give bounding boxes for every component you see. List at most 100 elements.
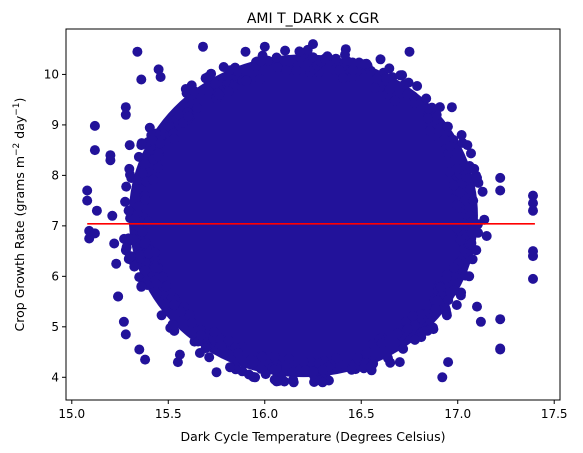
scatter-point xyxy=(140,354,151,365)
scatter-point xyxy=(150,262,161,273)
y-axis: 4 5 6 7 8 9 10 xyxy=(44,67,66,384)
scatter-point xyxy=(475,316,486,327)
scatter-cloud xyxy=(119,44,490,387)
scatter-point xyxy=(124,140,135,151)
y-axis-label-end: ) xyxy=(12,98,27,103)
scatter-point xyxy=(428,322,438,333)
scatter-point xyxy=(479,214,490,225)
scatter-point xyxy=(118,316,129,327)
scatter-point xyxy=(82,185,93,196)
scatter-point xyxy=(91,205,102,216)
scatter-point xyxy=(137,168,148,179)
scatter-point xyxy=(398,343,409,354)
scatter-point xyxy=(269,364,280,375)
scatter-point xyxy=(155,72,166,82)
scatter-point xyxy=(196,330,206,341)
scatter-point xyxy=(442,269,452,280)
scatter-point xyxy=(168,320,179,331)
scatter-point xyxy=(528,190,538,201)
scatter-point xyxy=(223,86,234,97)
x-tick-label: 15.0 xyxy=(58,407,85,421)
scatter-point xyxy=(432,295,443,306)
scatter-point xyxy=(308,39,318,50)
scatter-point xyxy=(147,135,158,146)
scatter-point xyxy=(444,166,455,177)
scatter-point xyxy=(257,351,268,362)
scatter-point xyxy=(383,353,393,364)
scatter-point xyxy=(330,53,341,64)
scatter-point xyxy=(465,184,475,195)
scatter-point xyxy=(82,195,93,206)
scatter-point xyxy=(481,231,492,241)
scatter-point xyxy=(495,343,506,354)
scatter-point xyxy=(107,210,118,221)
scatter-point xyxy=(120,102,131,113)
scatter-point xyxy=(148,174,159,185)
scatter-point xyxy=(477,186,488,197)
scatter-point xyxy=(120,109,131,120)
scatter-point xyxy=(129,261,140,272)
scatter-point xyxy=(434,102,445,113)
y-tick-label: 6 xyxy=(51,269,59,283)
scatter-point xyxy=(89,145,100,156)
scatter-point xyxy=(153,162,163,173)
scatter-point xyxy=(284,56,295,67)
scatter-point xyxy=(305,356,316,367)
scatter-point xyxy=(381,73,392,84)
scatter-point xyxy=(455,187,465,198)
scatter-point xyxy=(123,233,134,244)
scatter-point xyxy=(89,228,100,239)
scatter-point xyxy=(365,362,376,373)
scatter-point xyxy=(394,357,405,368)
scatter-point xyxy=(192,102,203,113)
scatter-point xyxy=(174,109,185,120)
scatter-point xyxy=(254,74,265,85)
scatter-point xyxy=(352,352,363,363)
scatter-point xyxy=(369,83,380,93)
scatter-point xyxy=(136,74,147,85)
scatter-point xyxy=(402,323,413,334)
scatter-point xyxy=(425,125,436,136)
y-tick-label: 9 xyxy=(51,118,59,132)
scatter-point xyxy=(124,252,135,263)
scatter-point xyxy=(140,265,150,276)
scatter-point xyxy=(129,214,140,224)
scatter-point xyxy=(132,184,143,195)
scatter-point xyxy=(172,357,183,368)
scatter-point xyxy=(402,89,413,100)
scatter-point xyxy=(186,317,197,328)
scatter-point xyxy=(259,41,270,52)
scatter-point xyxy=(143,248,154,259)
scatter-point xyxy=(442,121,453,132)
scatter-point xyxy=(467,254,478,265)
y-tick-label: 4 xyxy=(51,370,59,384)
scatter-point xyxy=(445,141,456,152)
scatter-point xyxy=(133,221,144,232)
y-axis-label: Crop Growth Rate (grams m−2 day−1) xyxy=(12,98,27,332)
scatter-point xyxy=(121,242,132,253)
scatter-point xyxy=(452,223,462,234)
scatter-point xyxy=(404,46,415,57)
x-tick-label: 17.5 xyxy=(541,407,568,421)
scatter-point xyxy=(407,311,418,321)
scatter-point xyxy=(271,52,282,63)
scatter-point xyxy=(319,53,330,64)
scatter-point xyxy=(528,251,538,262)
scatter-point xyxy=(155,138,166,149)
scatter-point xyxy=(89,120,100,131)
scatter-point xyxy=(200,73,211,84)
scatter-point xyxy=(271,376,282,387)
scatter-point xyxy=(334,65,345,76)
scatter-point xyxy=(392,328,403,339)
x-axis: 15.0 15.5 16.0 16.5 17.0 17.5 xyxy=(58,400,568,421)
scatter-points xyxy=(82,39,538,388)
scatter-point xyxy=(452,200,462,210)
scatter-point xyxy=(124,163,135,174)
scatter-point xyxy=(528,198,538,209)
scatter-point xyxy=(269,351,280,362)
scatter-point xyxy=(200,343,211,354)
scatter-point xyxy=(281,65,292,76)
scatter-point xyxy=(160,298,171,309)
scatter-point xyxy=(308,366,319,377)
scatter-point xyxy=(423,113,433,124)
